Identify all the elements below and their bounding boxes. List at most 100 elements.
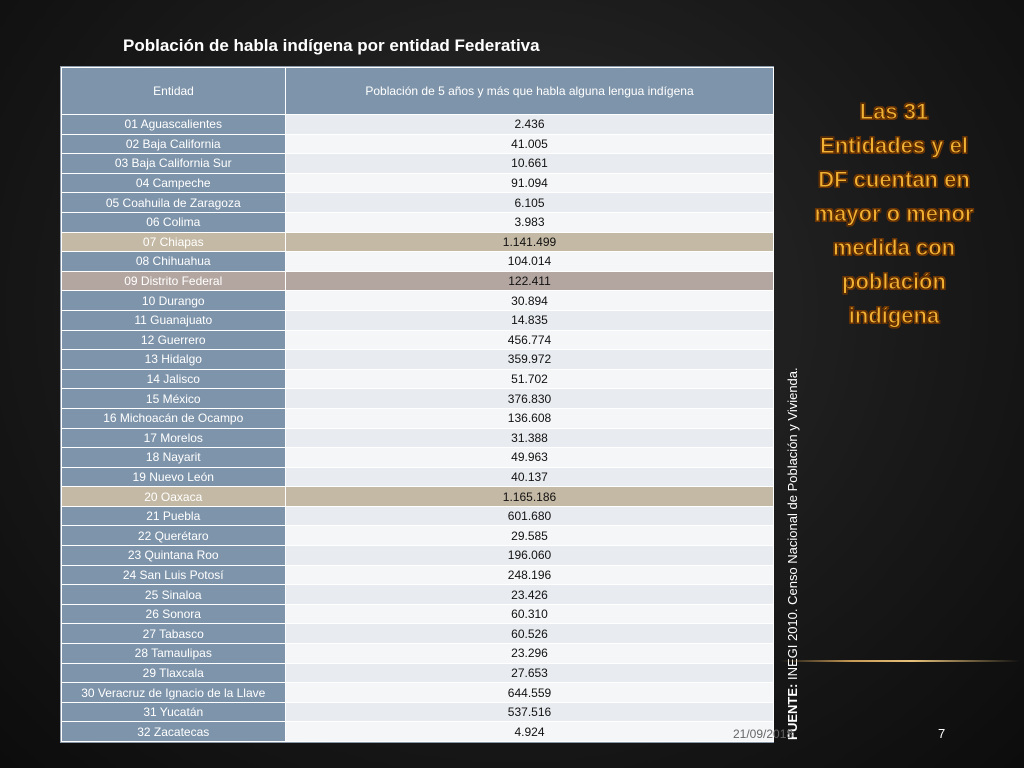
cell-poblacion: 537.516	[285, 702, 774, 723]
cell-entidad: 07 Chiapas	[61, 232, 286, 253]
cell-poblacion: 122.411	[285, 271, 774, 292]
cell-entidad: 27 Tabasco	[61, 623, 286, 645]
side-note-line: DF cuentan en	[818, 167, 971, 193]
cell-poblacion: 644.559	[285, 682, 774, 703]
cell-entidad: 20 Oaxaca	[61, 486, 286, 507]
cell-poblacion: 29.585	[285, 525, 774, 547]
cell-poblacion: 359.972	[285, 349, 774, 370]
cell-poblacion: 136.608	[285, 408, 774, 429]
footer-date: 21/09/2018	[733, 727, 794, 741]
side-note-line: población	[842, 269, 947, 295]
population-table: Entidad Población de 5 años y más que ha…	[61, 67, 774, 742]
table-row: 02 Baja California 41.005	[61, 134, 774, 155]
table-row: 32 Zacatecas 4.924	[61, 721, 774, 742]
table-row: 28 Tamaulipas 23.296	[61, 643, 774, 664]
cell-poblacion: 456.774	[285, 330, 774, 351]
side-note-line: Entidades y el	[820, 133, 969, 159]
table-row: 17 Morelos 31.388	[61, 428, 774, 449]
cell-poblacion: 30.894	[285, 290, 774, 311]
table-row: 22 Querétaro 29.585	[61, 525, 774, 547]
cell-poblacion: 23.296	[285, 643, 774, 664]
cell-poblacion: 60.526	[285, 623, 774, 645]
cell-poblacion: 51.702	[285, 369, 774, 390]
table-row: 13 Hidalgo 359.972	[61, 349, 774, 370]
table-row: 07 Chiapas 1.141.499	[61, 232, 774, 253]
cell-entidad: 22 Querétaro	[61, 525, 286, 547]
cell-entidad: 08 Chihuahua	[61, 251, 286, 272]
cell-entidad: 11 Guanajuato	[61, 310, 286, 331]
cell-entidad: 26 Sonora	[61, 604, 286, 625]
side-note-line: Las 31	[859, 99, 929, 125]
table-row: 23 Quintana Roo 196.060	[61, 545, 774, 566]
table-row: 09 Distrito Federal 122.411	[61, 271, 774, 292]
table-row: 08 Chihuahua 104.014	[61, 251, 774, 272]
header-entidad: Entidad	[61, 67, 286, 115]
table-row: 11 Guanajuato 14.835	[61, 310, 774, 331]
source-text: INEGI 2010. Censo Nacional de Población …	[785, 367, 800, 684]
table-row: 19 Nuevo León 40.137	[61, 467, 774, 488]
cell-poblacion: 49.963	[285, 447, 774, 468]
slide-title: Población de habla indígena por entidad …	[123, 36, 540, 55]
side-note: Las 31 Entidades y el DF cuentan en mayo…	[806, 95, 982, 333]
table-row: 29 Tlaxcala 27.653	[61, 663, 774, 684]
cell-poblacion: 1.165.186	[285, 486, 774, 507]
cell-entidad: 06 Colima	[61, 212, 286, 233]
cell-entidad: 16 Michoacán de Ocampo	[61, 408, 286, 429]
table-row: 31 Yucatán 537.516	[61, 702, 774, 723]
cell-poblacion: 376.830	[285, 388, 774, 409]
cell-entidad: 13 Hidalgo	[61, 349, 286, 370]
cell-poblacion: 248.196	[285, 565, 774, 586]
cell-poblacion: 27.653	[285, 663, 774, 684]
table-row: 20 Oaxaca 1.165.186	[61, 486, 774, 507]
cell-entidad: 21 Puebla	[61, 506, 286, 527]
cell-entidad: 18 Nayarit	[61, 447, 286, 468]
cell-entidad: 28 Tamaulipas	[61, 643, 286, 664]
table-row: 01 Aguascalientes 2.436	[61, 114, 774, 135]
cell-entidad: 01 Aguascalientes	[61, 114, 286, 135]
cell-entidad: 32 Zacatecas	[61, 721, 286, 742]
table-row: 30 Veracruz de Ignacio de la Llave 644.55…	[61, 682, 774, 703]
table-body: 01 Aguascalientes 2.436 02 Baja California…	[61, 114, 774, 742]
cell-entidad: 29 Tlaxcala	[61, 663, 286, 684]
cell-poblacion: 23.426	[285, 584, 774, 605]
cell-entidad: 03 Baja California Sur	[61, 153, 286, 174]
cell-poblacion: 91.094	[285, 173, 774, 194]
cell-entidad: 14 Jalisco	[61, 369, 286, 390]
cell-entidad: 10 Durango	[61, 290, 286, 311]
cell-poblacion: 31.388	[285, 428, 774, 449]
table-row: 16 Michoacán de Ocampo 136.608	[61, 408, 774, 429]
cell-poblacion: 2.436	[285, 114, 774, 135]
table-row: 24 San Luis Potosí 248.196	[61, 565, 774, 586]
cell-poblacion: 10.661	[285, 153, 774, 174]
table-row: 03 Baja California Sur 10.661	[61, 153, 774, 174]
cell-entidad: 31 Yucatán	[61, 702, 286, 723]
table-row: 04 Campeche 91.094	[61, 173, 774, 194]
table-row: 05 Coahuila de Zaragoza 6.105	[61, 192, 774, 213]
cell-poblacion: 4.924	[285, 721, 774, 742]
cell-entidad: 17 Morelos	[61, 428, 286, 449]
cell-entidad: 05 Coahuila de Zaragoza	[61, 192, 286, 213]
table-row: 15 México 376.830	[61, 388, 774, 409]
side-note-line: mayor o menor	[814, 201, 974, 227]
population-table-container: Entidad Población de 5 años y más que ha…	[60, 66, 774, 743]
cell-poblacion: 60.310	[285, 604, 774, 625]
cell-entidad: 12 Guerrero	[61, 330, 286, 351]
table-header-row: Entidad Población de 5 años y más que ha…	[61, 67, 774, 115]
source-note: FUENTE: INEGI 2010. Censo Nacional de Po…	[785, 367, 800, 740]
table-row: 18 Nayarit 49.963	[61, 447, 774, 468]
decorative-divider	[780, 660, 1020, 662]
table-row: 26 Sonora 60.310	[61, 604, 774, 625]
table-row: 21 Puebla 601.680	[61, 506, 774, 527]
cell-entidad: 24 San Luis Potosí	[61, 565, 286, 586]
cell-poblacion: 196.060	[285, 545, 774, 566]
cell-poblacion: 41.005	[285, 134, 774, 155]
cell-poblacion: 104.014	[285, 251, 774, 272]
cell-entidad: 04 Campeche	[61, 173, 286, 194]
page-number: 7	[938, 726, 946, 741]
header-poblacion: Población de 5 años y más que habla algu…	[285, 67, 774, 115]
table-row: 14 Jalisco 51.702	[61, 369, 774, 390]
cell-entidad: 23 Quintana Roo	[61, 545, 286, 566]
cell-poblacion: 601.680	[285, 506, 774, 527]
cell-entidad: 19 Nuevo León	[61, 467, 286, 488]
cell-poblacion: 6.105	[285, 192, 774, 213]
